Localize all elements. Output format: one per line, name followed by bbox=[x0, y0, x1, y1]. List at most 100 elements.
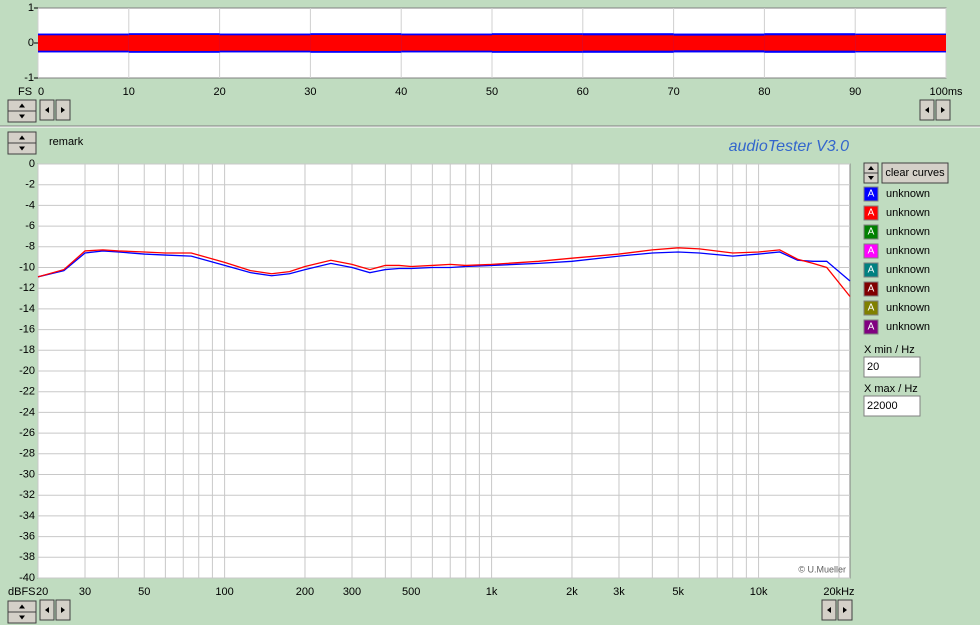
y-tick-label: -4 bbox=[25, 199, 35, 211]
response-curve bbox=[37, 250, 851, 282]
waveform-band bbox=[401, 35, 492, 51]
response-curve bbox=[37, 247, 851, 297]
y-tick-label: -1 bbox=[24, 72, 34, 84]
x-tick-label: 100 bbox=[215, 586, 233, 598]
legend-swatch[interactable] bbox=[863, 281, 879, 297]
spin-arrow[interactable] bbox=[61, 107, 65, 113]
spin-arrow[interactable] bbox=[868, 166, 874, 170]
spin-arrow[interactable] bbox=[61, 607, 65, 613]
y-tick-label: -14 bbox=[19, 303, 35, 315]
legend-glyph[interactable]: A bbox=[868, 189, 875, 200]
legend-glyph[interactable]: A bbox=[868, 303, 875, 314]
legend-label: unknown bbox=[886, 321, 930, 333]
y-tick-label: -28 bbox=[19, 448, 35, 460]
x-tick-label: 60 bbox=[577, 86, 589, 98]
x-tick-label: 2k bbox=[566, 586, 578, 598]
spin-arrow[interactable] bbox=[19, 615, 25, 620]
legend-label: unknown bbox=[886, 283, 930, 295]
legend-label: unknown bbox=[886, 188, 930, 200]
x-tick-label: 1k bbox=[486, 586, 498, 598]
x-tick-label: 200 bbox=[296, 586, 314, 598]
waveform-band bbox=[128, 34, 220, 52]
xmin-input[interactable] bbox=[863, 356, 921, 378]
legend-glyph[interactable]: A bbox=[868, 208, 875, 219]
x-tick-label: 20 bbox=[213, 86, 225, 98]
x-tick-label: 40 bbox=[395, 86, 407, 98]
legend-label: unknown bbox=[886, 302, 930, 314]
legend-glyph[interactable]: A bbox=[868, 246, 875, 257]
x-tick-label: 90 bbox=[849, 86, 861, 98]
spin-arrow[interactable] bbox=[19, 604, 25, 609]
x-tick-label: 3k bbox=[613, 586, 625, 598]
x-tick-label: 50 bbox=[486, 86, 498, 98]
xmax-value[interactable]: 22000 bbox=[867, 400, 898, 412]
spin-arrow[interactable] bbox=[19, 103, 25, 108]
spin-arrow[interactable] bbox=[45, 607, 49, 613]
spin-arrow[interactable] bbox=[45, 107, 49, 113]
legend-label: unknown bbox=[886, 264, 930, 276]
legend-label: unknown bbox=[886, 226, 930, 238]
y-tick-label: -38 bbox=[19, 551, 35, 563]
y-axis-label: dBFS bbox=[8, 586, 36, 598]
legend-glyph[interactable]: A bbox=[868, 227, 875, 238]
clear-curves-label[interactable]: clear curves bbox=[885, 167, 945, 179]
legend-swatch[interactable] bbox=[863, 262, 879, 278]
legend-swatch[interactable] bbox=[863, 319, 879, 335]
spin-arrow[interactable] bbox=[827, 607, 831, 613]
x-tick-label: 0 bbox=[38, 86, 44, 98]
y-tick-label: -16 bbox=[19, 324, 35, 336]
legend-glyph[interactable]: A bbox=[868, 284, 875, 295]
y-tick-label: -18 bbox=[19, 344, 35, 356]
x-tick-label: 50 bbox=[138, 586, 150, 598]
waveform-band bbox=[219, 35, 311, 51]
y-tick-label: -6 bbox=[25, 220, 35, 232]
spin-arrow[interactable] bbox=[843, 607, 847, 613]
x-tick-label: 5k bbox=[672, 586, 684, 598]
spin-arrow[interactable] bbox=[19, 135, 25, 140]
legend-glyph[interactable]: A bbox=[868, 322, 875, 333]
y-tick-label: -26 bbox=[19, 427, 35, 439]
x-tick-label: 20 bbox=[36, 586, 48, 598]
y-tick-label: -40 bbox=[19, 572, 35, 584]
spin-arrow[interactable] bbox=[19, 146, 25, 151]
y-tick-label: -8 bbox=[25, 241, 35, 253]
spin-arrow[interactable] bbox=[925, 107, 929, 113]
legend-label: unknown bbox=[886, 207, 930, 219]
clear-curves-button[interactable] bbox=[881, 162, 949, 184]
y-tick-label: -10 bbox=[19, 261, 35, 273]
spin-arrow[interactable] bbox=[868, 176, 874, 180]
x-tick-label: 100ms bbox=[929, 86, 963, 98]
spin-arrow[interactable] bbox=[941, 107, 945, 113]
waveform-band bbox=[764, 35, 856, 51]
legend-swatch[interactable] bbox=[863, 205, 879, 221]
x-tick-label: 500 bbox=[402, 586, 420, 598]
x-tick-label: 20kHz bbox=[823, 586, 854, 598]
legend-swatch[interactable] bbox=[863, 300, 879, 316]
waveform-band bbox=[855, 34, 946, 52]
waveform-band bbox=[673, 35, 765, 51]
xmax-label: X max / Hz bbox=[864, 383, 918, 395]
waveform-band bbox=[492, 34, 583, 52]
xmax-input[interactable] bbox=[863, 395, 921, 417]
legend-label: unknown bbox=[886, 245, 930, 257]
spin-arrow[interactable] bbox=[19, 114, 25, 119]
y-tick-label: -20 bbox=[19, 365, 35, 377]
app-title: audioTester V3.0 bbox=[729, 138, 849, 155]
legend-swatch[interactable] bbox=[863, 186, 879, 202]
legend-glyph[interactable]: A bbox=[868, 265, 875, 276]
x-tick-label: 30 bbox=[79, 586, 91, 598]
legend-swatch[interactable] bbox=[863, 224, 879, 240]
xmin-value[interactable]: 20 bbox=[867, 361, 879, 373]
y-tick-label: 1 bbox=[28, 2, 34, 14]
y-tick-label: -32 bbox=[19, 489, 35, 501]
x-tick-label: 300 bbox=[343, 586, 361, 598]
waveform-band bbox=[582, 35, 674, 51]
y-tick-label: -30 bbox=[19, 468, 35, 480]
waveform-band bbox=[310, 34, 402, 52]
x-tick-label: 70 bbox=[667, 86, 679, 98]
y-tick-label: -2 bbox=[25, 179, 35, 191]
legend-swatch[interactable] bbox=[863, 243, 879, 259]
remark: remark bbox=[49, 136, 84, 148]
y-tick-label: -12 bbox=[19, 282, 35, 294]
